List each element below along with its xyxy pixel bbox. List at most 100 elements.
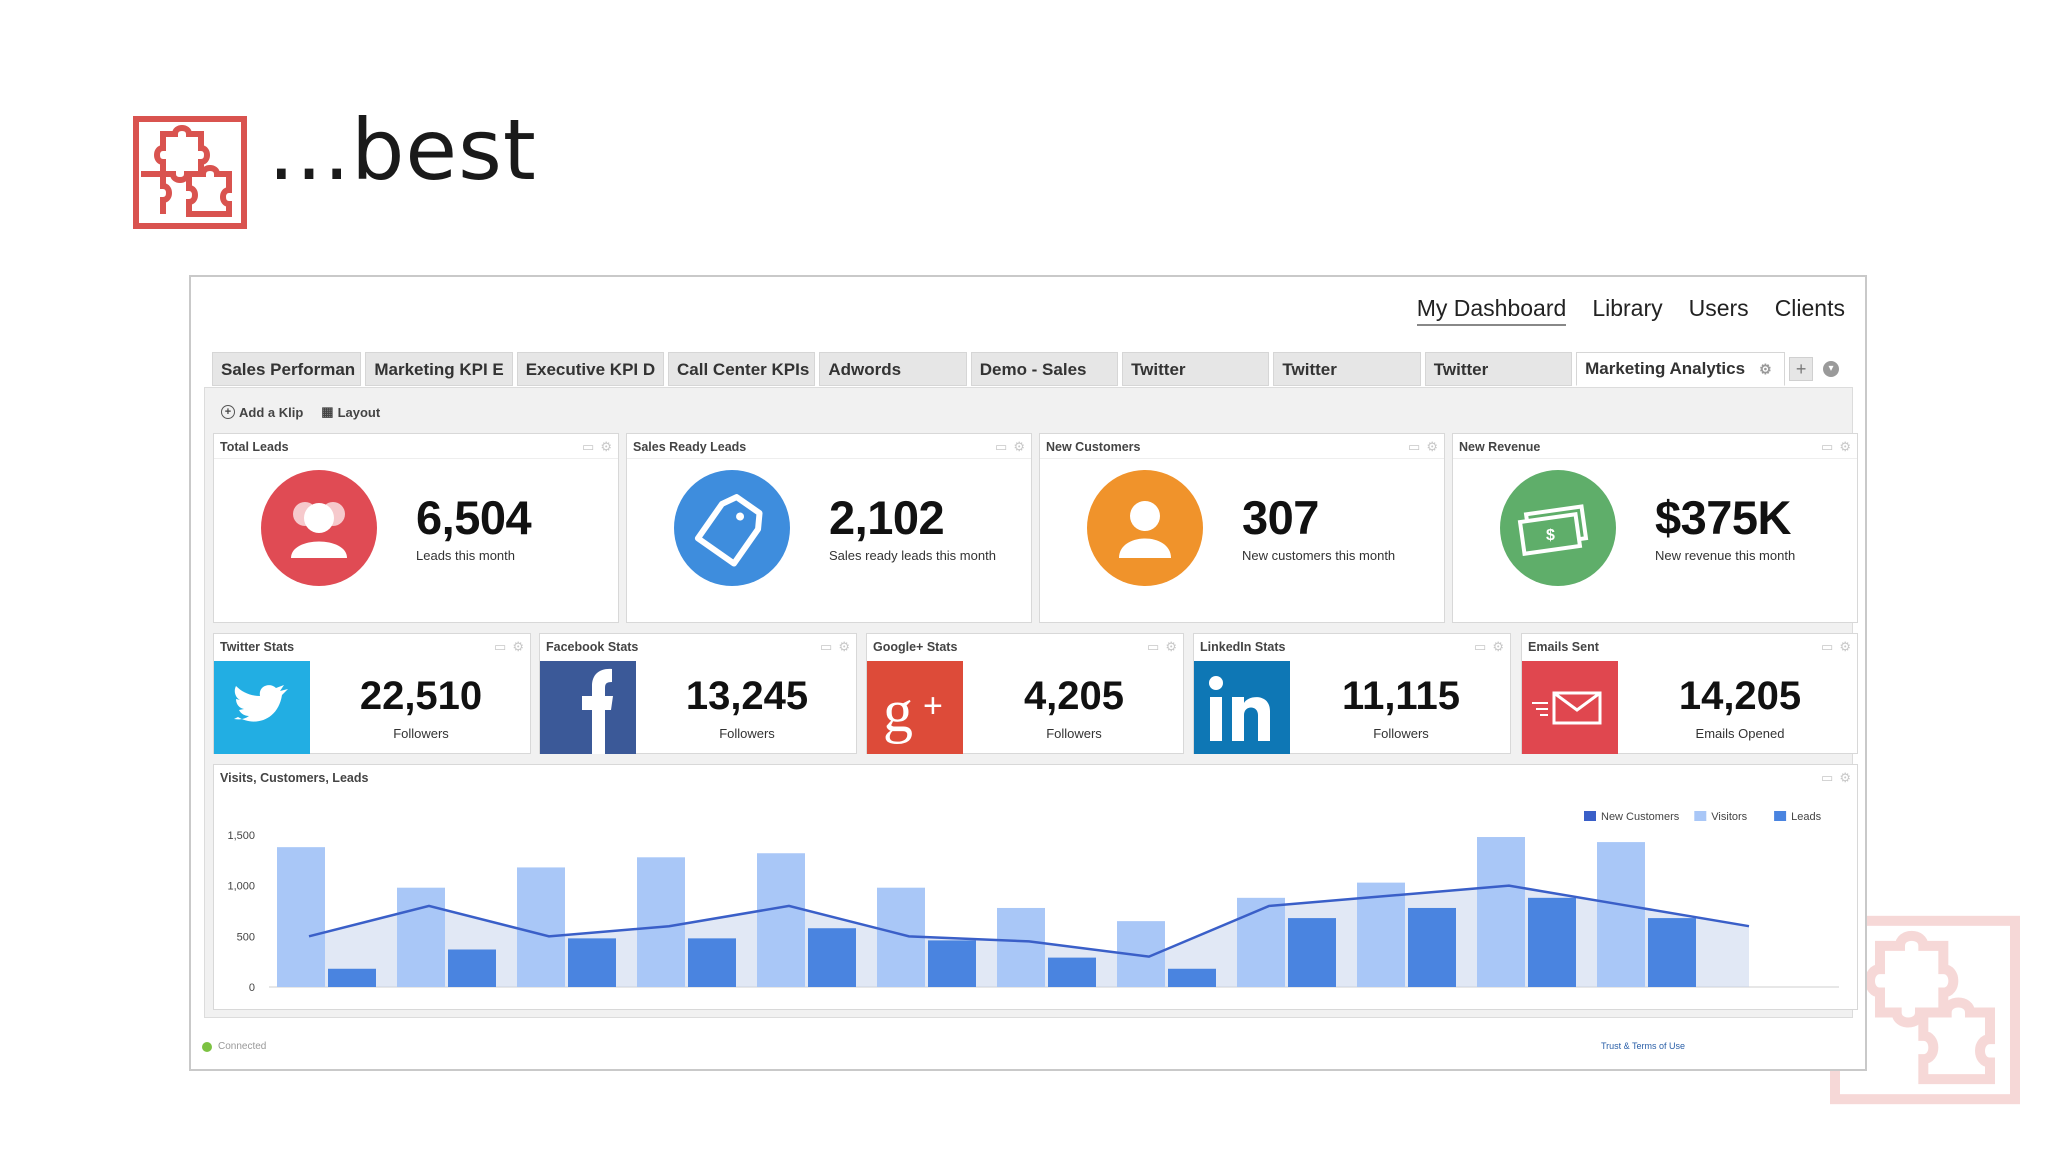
bar-leads <box>1648 918 1696 987</box>
gear-icon[interactable]: ⚙ <box>1839 639 1851 654</box>
tab-sales-performance[interactable]: Sales Performan <box>212 352 362 386</box>
bar-leads <box>688 938 736 987</box>
social-card-emails: Emails Sent ▭ ⚙ 14,205 Emails Opened <box>1521 633 1858 754</box>
tab-adwords[interactable]: Adwords <box>819 352 967 386</box>
tab-twitter-2[interactable]: Twitter <box>1273 352 1421 386</box>
social-value: 4,205 <box>1023 674 1125 718</box>
kpi-caption: Sales ready leads this month <box>829 548 996 563</box>
social-caption: Followers <box>1046 726 1102 741</box>
bar-leads <box>1048 957 1096 987</box>
add-klip-label: Add a Klip <box>239 404 304 420</box>
card-header <box>1453 434 1857 459</box>
legend-swatch <box>1774 811 1787 821</box>
dashboard-window: My Dashboard Library Users Clients Sales… <box>189 275 1867 1071</box>
kpi-value: 2,102 <box>829 491 945 544</box>
gear-icon[interactable]: ⚙ <box>838 639 850 654</box>
svg-text:g: g <box>883 678 913 744</box>
kpi-value: 6,504 <box>416 491 532 544</box>
card-title: Twitter Stats <box>220 640 295 654</box>
nav-my-dashboard[interactable]: My Dashboard <box>1416 295 1567 326</box>
bar-leads <box>928 940 976 987</box>
bar-leads <box>1408 907 1456 987</box>
layout-button[interactable]: ▦ Layout <box>321 404 380 420</box>
bar-visitors <box>277 847 325 987</box>
kpi-card-total-leads: Total Leads ▭ ⚙ 6,504 Leads this month <box>213 433 619 623</box>
social-caption: Emails Opened <box>1695 726 1785 741</box>
comment-icon[interactable]: ▭ <box>1821 770 1834 785</box>
comment-icon[interactable]: ▭ <box>1821 639 1834 654</box>
y-tick-label: 1,500 <box>227 830 255 842</box>
card-title: Google+ Stats <box>873 640 958 654</box>
comment-icon[interactable]: ▭ <box>1408 439 1421 454</box>
linkedin-icon <box>1194 661 1290 754</box>
social-value: 22,510 <box>359 674 483 718</box>
bar-visitors <box>1477 837 1525 987</box>
tab-menu-icon[interactable]: ▾ <box>1823 361 1839 377</box>
google-plus-icon: g + <box>867 661 963 754</box>
tab-call-center-kpis[interactable]: Call Center KPIs <box>668 352 816 386</box>
comment-icon[interactable]: ▭ <box>995 439 1008 454</box>
bar-leads <box>1288 918 1336 987</box>
card-actions: ▭ ⚙ <box>820 639 850 655</box>
gear-icon[interactable]: ⚙ <box>1839 770 1851 785</box>
nav-users[interactable]: Users <box>1688 295 1749 321</box>
tab-twitter-1[interactable]: Twitter <box>1122 352 1270 386</box>
legend-label: Visitors <box>1711 811 1747 823</box>
tab-marketing-kpi[interactable]: Marketing KPI E <box>365 352 513 386</box>
gear-icon[interactable]: ⚙ <box>1839 439 1851 454</box>
nav-library[interactable]: Library <box>1592 295 1663 321</box>
comment-icon[interactable]: ▭ <box>1147 639 1160 654</box>
bar-visitors <box>1357 882 1405 987</box>
card-actions: ▭ ⚙ <box>995 439 1025 455</box>
comment-icon[interactable]: ▭ <box>1821 439 1834 454</box>
users-icon <box>261 470 377 586</box>
tab-demo-sales[interactable]: Demo - Sales <box>970 352 1119 386</box>
chart-svg: 0 500 1,000 1,500 New Customers Visitors Leads <box>227 811 1839 994</box>
gear-icon[interactable]: ⚙ <box>1492 639 1504 654</box>
user-icon <box>1087 470 1203 586</box>
gear-icon[interactable]: ⚙ <box>512 639 524 654</box>
chart-card: Visits, Customers, Leads ▭ ⚙ 0 500 1,000 1,5… <box>213 764 1858 1010</box>
card-actions: ▭ ⚙ <box>1821 439 1851 455</box>
add-klip-button[interactable]: + Add a Klip <box>221 404 303 420</box>
card-title: New Customers <box>1046 440 1141 454</box>
bar-leads <box>1168 968 1216 987</box>
facebook-icon <box>540 661 636 754</box>
social-card-google-plus: Google+ Stats ▭ ⚙ g + 4,205 Followers <box>866 633 1184 754</box>
tab-gear-icon[interactable]: ⚙ <box>1759 361 1772 377</box>
tab-twitter-3[interactable]: Twitter <box>1424 352 1573 386</box>
comment-icon[interactable]: ▭ <box>1474 639 1487 654</box>
svg-text:+: + <box>923 687 943 725</box>
comment-icon[interactable]: ▭ <box>494 639 507 654</box>
tab-marketing-analytics[interactable]: Marketing Analytics ⚙ <box>1576 352 1786 386</box>
legend-label: New Customers <box>1601 811 1680 823</box>
y-tick-label: 1,000 <box>227 881 255 893</box>
gear-icon[interactable]: ⚙ <box>1013 439 1025 454</box>
nav-clients[interactable]: Clients <box>1774 295 1845 321</box>
social-value: 13,245 <box>685 674 809 718</box>
card-actions: ▭ ⚙ <box>494 639 524 655</box>
gear-icon[interactable]: ⚙ <box>1426 439 1438 454</box>
card-title: Emails Sent <box>1528 640 1599 654</box>
card-actions: ▭ ⚙ <box>1821 639 1851 655</box>
legend-swatch <box>1694 811 1707 821</box>
terms-link[interactable]: Trust & Terms of Use <box>1601 1041 1686 1051</box>
gear-icon[interactable]: ⚙ <box>600 439 612 454</box>
tab-executive-kpi[interactable]: Executive KPI D <box>516 352 665 386</box>
comment-icon[interactable]: ▭ <box>582 439 595 454</box>
card-header <box>1040 434 1444 459</box>
dashboard-tabs: Sales Performan Marketing KPI E Executiv… <box>212 352 1843 386</box>
comment-icon[interactable]: ▭ <box>820 639 833 654</box>
social-card-facebook: Facebook Stats ▭ ⚙ 13,245 Followers <box>539 633 857 754</box>
connection-status: Connected <box>202 1041 266 1052</box>
top-navigation: My Dashboard Library Users Clients <box>1416 295 1845 326</box>
status-dot <box>202 1041 212 1052</box>
slide-title: ...best <box>268 101 537 199</box>
bar-visitors <box>397 887 445 987</box>
y-tick-label: 500 <box>237 931 255 943</box>
add-tab-button[interactable]: + <box>1789 357 1814 381</box>
chart-title: Visits, Customers, Leads <box>220 771 369 785</box>
gear-icon[interactable]: ⚙ <box>1165 639 1177 654</box>
bar-leads <box>328 968 376 987</box>
social-card-linkedin: LinkedIn Stats ▭ ⚙ 11,115 Followers <box>1193 633 1511 754</box>
